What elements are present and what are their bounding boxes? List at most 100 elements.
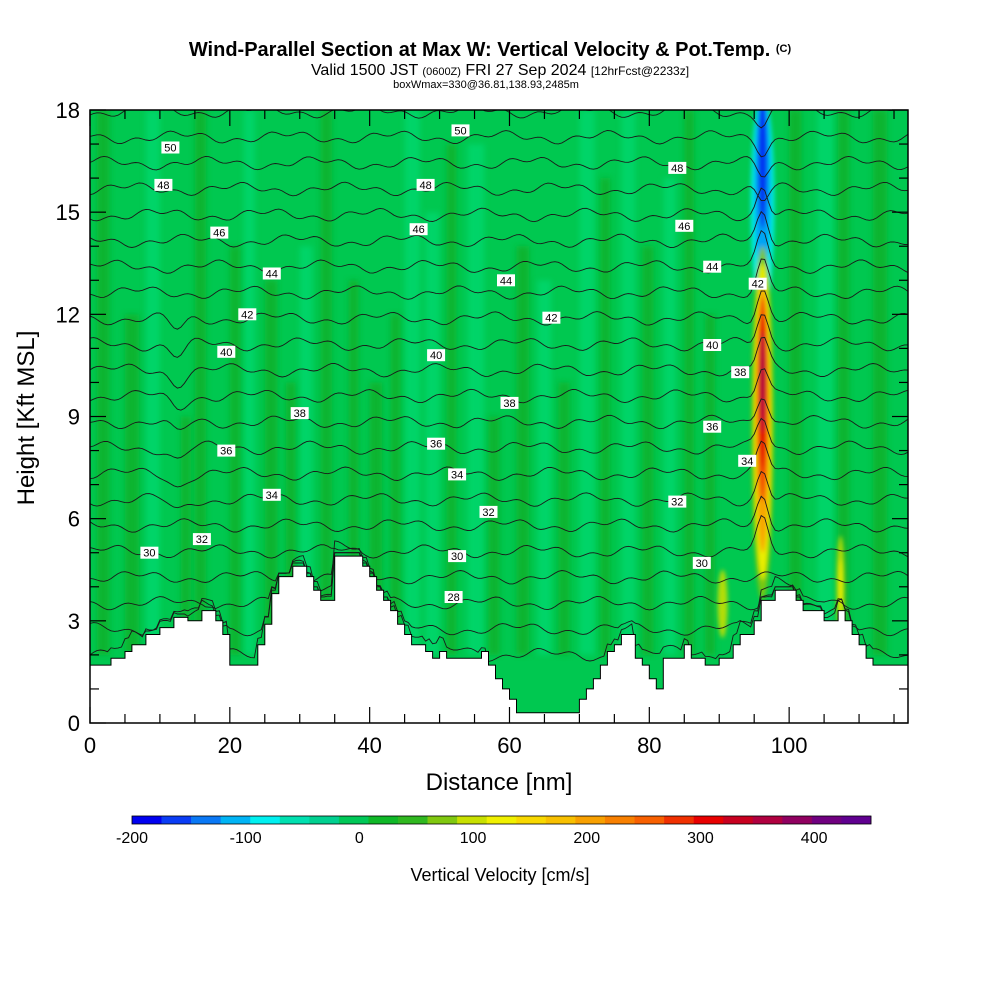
x-tick-label: 80 [637,733,661,758]
updraft-shade [717,569,728,638]
theta-contour-label: 36 [427,437,446,451]
subtitle-zulu: (0600Z) [422,66,461,78]
theta-contour-label: 42 [542,311,561,325]
theta-contour-label: 44 [703,260,722,274]
field-dark-streak [180,416,191,655]
theta-contour-label: 48 [154,178,173,192]
theta-contour-label-text: 30 [696,558,708,570]
colorbar-swatch [841,816,872,824]
theta-contour-label-box [448,468,467,481]
colorbar-swatch [457,816,488,824]
theta-contour-label-text: 44 [266,269,278,281]
x-tick-label: 40 [357,733,381,758]
colorbar-swatch [338,816,369,824]
colorbar-swatch [250,816,281,824]
theta-contour-label-box [409,223,428,236]
theta-contour-label-text: 38 [734,367,746,379]
field-dark-streak [558,382,570,655]
theta-contour-label-text: 42 [241,309,253,321]
x-tick-label: 20 [218,733,242,758]
theta-contour-label: 42 [238,308,257,321]
colorbar-swatch [516,816,547,824]
terrain [90,555,908,723]
theta-contour [90,290,908,330]
theta-contour-label-box [161,141,180,154]
theta-contour-label: 34 [738,454,757,468]
field-dark-streak [446,144,457,655]
theta-contour-label-box [427,349,446,362]
theta-contour [90,398,908,430]
theta-contour [90,540,908,663]
theta-contour-labels: 28 30 30 30 32 32 32 34 34 34 36 36 36 38 38 38 40 40 40 42… [140,124,767,604]
field-dark-streak [194,110,207,655]
theta-contour-label-box [542,311,561,324]
theta-contour-label: 36 [217,444,236,458]
theta-contour [90,130,908,158]
theta-contour [90,514,908,559]
theta-contour-label: 32 [668,495,687,509]
theta-contour-label-text: 36 [430,439,442,451]
colorbar-swatch [693,816,724,824]
field-dark-streak [873,110,888,655]
theta-contour-label-text: 46 [678,221,690,233]
theta-contour [90,552,908,637]
y-tick-label: 3 [68,609,80,634]
field-dark-streak [488,416,500,655]
field-light-streak [243,110,255,655]
colorbar-tick-label: 100 [460,830,487,847]
field-dark-streaks [96,110,888,655]
theta-contour-label-box [479,505,498,518]
plot-area: 28 30 30 30 32 32 32 34 34 34 36 36 36 38 38 38 40 40 40 42… [90,110,908,723]
theta-contour-label-text: 40 [430,350,442,362]
subtitle-forecast: [12hrFcst@2233z] [591,64,689,78]
x-tick-label: 100 [771,733,808,758]
colorbar-swatch [604,816,635,824]
colorbar-swatch [220,816,251,824]
theta-contour-label-box [451,124,470,137]
theta-contour-label-box [703,420,722,433]
theta-contour-label-box [731,366,750,379]
theta-contour [90,210,908,248]
theta-contour-label: 44 [262,267,281,281]
colorbar-swatch [634,816,665,824]
colorbar-tick-label: 0 [355,830,364,847]
theta-contour-label: 38 [290,407,309,420]
y-tick-label: 18 [56,98,80,123]
theta-contour [90,155,908,178]
theta-contour-label-box [448,550,467,563]
theta-contour-label: 46 [675,219,694,233]
theta-contour-label: 32 [479,505,498,519]
theta-contour-label: 46 [210,226,229,240]
theta-contour-label-text: 42 [545,313,557,325]
field-dark-streak [390,314,401,655]
theta-contour-label-box [427,437,446,450]
chart-title-text: Wind-Parallel Section at Max W: Vertical… [189,39,770,61]
theta-contour-label: 38 [731,366,750,379]
chart-subtitle-2: boxWmax=330@36.81,138.93,2485m [393,79,579,91]
updraft-shade [760,331,765,434]
theta-contour-label: 34 [262,488,281,502]
field-light-streak [579,110,595,655]
field-dark-streak [789,110,802,655]
theta-contour-label-text: 48 [419,180,431,192]
theta-contour [90,552,908,611]
colorbar-swatch [279,816,310,824]
field-light-streak [145,110,160,655]
theta-contour-label-text: 44 [706,262,718,274]
theta-contour [90,440,908,488]
updraft-shade [838,559,844,621]
theta-contour [90,258,908,300]
theta-contour-label: 28 [444,591,463,604]
field-dark-streak [838,110,850,655]
theta-contour-label-box [500,396,519,409]
field-dark-streak [684,110,695,655]
y-axis-label: Height [Kft MSL] [13,331,40,506]
colorbar-swatch [191,816,221,824]
chart-subtitle: Valid 1500 JST (0600Z) FRI 27 Sep 2024 [… [311,62,689,79]
theta-contour-label-box [444,591,463,603]
colorbar-swatch [723,816,754,824]
chart-title: Wind-Parallel Section at Max W: Vertical… [189,39,792,61]
theta-contour-label: 40 [427,349,446,362]
colorbar-swatch [486,816,517,824]
theta-contour-label-box [738,454,757,467]
